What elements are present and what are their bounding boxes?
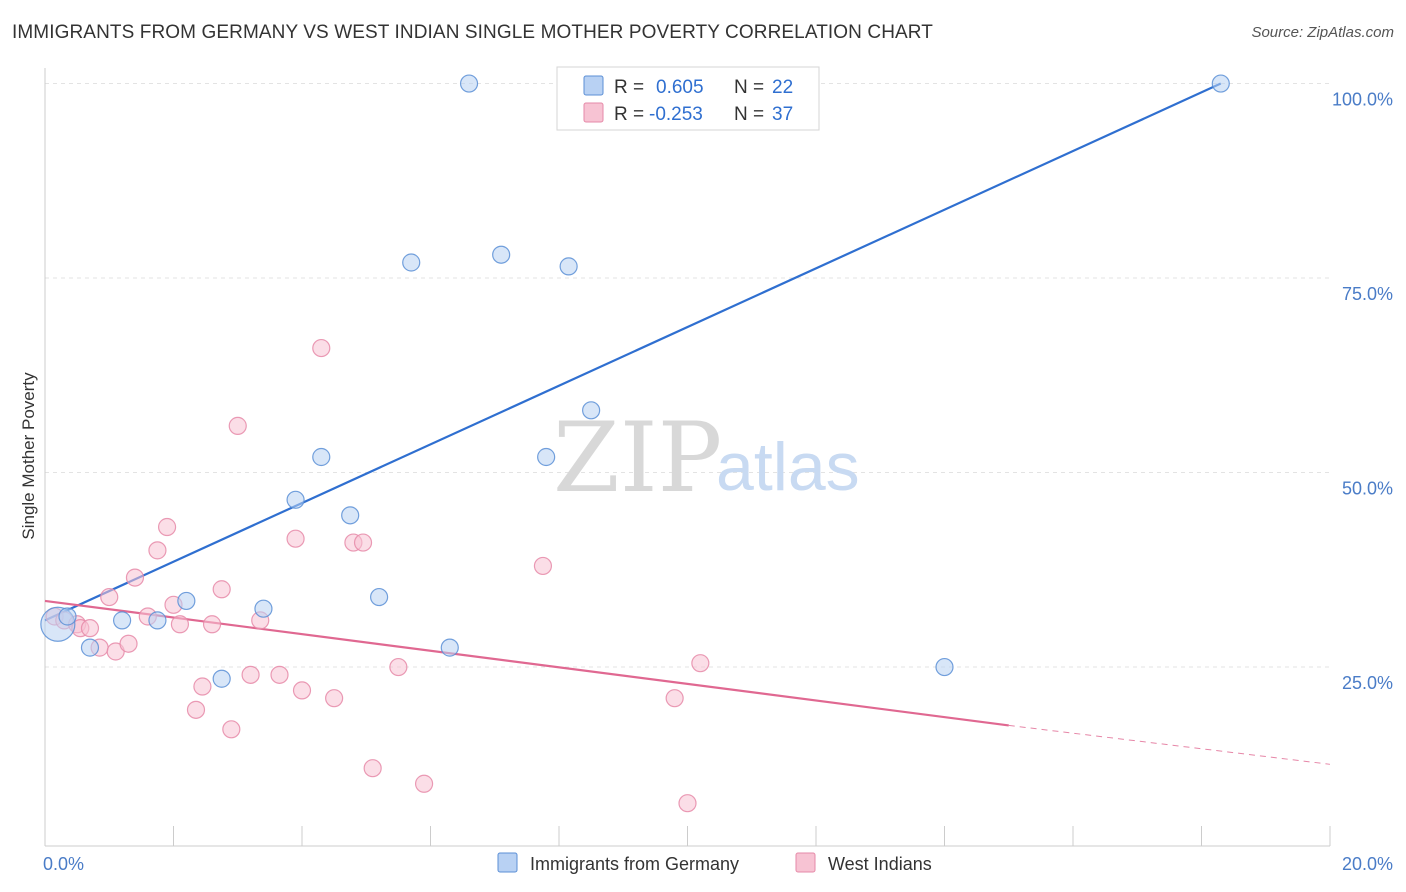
germany-point: [440, 638, 459, 657]
stats-swatch-west-indians: [583, 102, 604, 123]
germany-point: [341, 506, 360, 525]
watermark: ZIP atlas: [553, 402, 860, 514]
west-indians-point: [157, 517, 177, 537]
stats-n-value-west-indians: 37: [772, 104, 793, 125]
y-axis-label: Single Mother Poverty: [19, 372, 38, 540]
x-tick-label: 20.0%: [1342, 854, 1393, 874]
germany-point: [148, 611, 167, 630]
ticks-layer: 25.0% 50.0% 75.0% 100.0% 0.0% 20.0%: [43, 90, 1393, 874]
germany-trend-line: [44, 82, 1222, 622]
west-indians-point: [286, 529, 305, 548]
stats-n-value-germany: 22: [772, 77, 793, 98]
legend-label-west-indians: West Indians: [828, 854, 932, 874]
west-indians-point: [148, 541, 167, 560]
west-indians-point: [325, 689, 344, 708]
west-indians-point: [678, 794, 697, 813]
west-indians-point: [80, 619, 100, 638]
west-indians-point: [212, 580, 231, 599]
west-indians-trend-extension: [1008, 724, 1331, 765]
west-indians-point: [691, 654, 710, 673]
stats-r-value-west-indians: -0.253: [649, 104, 703, 125]
west-indians-point: [100, 587, 119, 607]
west-indians-point: [119, 634, 138, 653]
stats-r-label-germany: R =: [614, 77, 644, 98]
west-indians-point: [228, 416, 247, 435]
germany-point: [177, 591, 196, 611]
germany-point: [286, 490, 305, 509]
west-indians-point: [363, 759, 382, 778]
west-indians-point: [222, 720, 241, 739]
west-indians-point: [533, 556, 553, 576]
germany-point: [492, 245, 511, 264]
stats-legend-box: R = 0.605 N = 22 R = -0.253 N = 37: [556, 66, 820, 131]
germany-point: [112, 611, 132, 630]
west-indians-point: [665, 689, 684, 708]
legend-swatch-germany: [497, 852, 518, 873]
west-indians-point: [312, 338, 331, 358]
bottom-legend: Immigrants from Germany West Indians: [497, 852, 932, 874]
watermark-atlas-text: atlas: [716, 429, 860, 505]
germany-point: [370, 587, 389, 607]
grid-layer: [45, 83, 1330, 668]
germany-point: [212, 669, 231, 688]
germany-point: [312, 447, 331, 467]
germany-point: [254, 599, 273, 618]
germany-point: [582, 401, 601, 420]
x-tick-label: 0.0%: [43, 854, 84, 874]
west-indians-point: [292, 681, 312, 700]
y-tick-label: 25.0%: [1342, 673, 1393, 693]
west-indians-point: [193, 677, 212, 696]
west-indians-point: [353, 533, 373, 552]
west-indians-point: [202, 615, 222, 634]
legend-label-germany: Immigrants from Germany: [530, 854, 739, 874]
y-tick-label: 75.0%: [1342, 284, 1393, 304]
west-indians-point: [186, 700, 206, 719]
germany-point: [402, 253, 421, 272]
germany-point: [537, 447, 556, 467]
stats-swatch-germany: [583, 75, 604, 96]
west-indians-point: [414, 774, 434, 793]
germany-point: [559, 257, 578, 276]
west-indians-point: [125, 568, 145, 587]
germany-point: [58, 607, 77, 626]
west-indians-point: [389, 657, 408, 677]
stats-r-value-germany: 0.605: [656, 77, 704, 98]
germany-point: [459, 74, 479, 93]
legend-swatch-west-indians: [795, 852, 816, 873]
west-indians-point: [270, 665, 289, 684]
west-indians-point: [170, 615, 190, 634]
y-tick-label: 50.0%: [1342, 479, 1393, 499]
chart-source: Source: ZipAtlas.com: [1251, 24, 1394, 41]
west-indians-point: [241, 665, 260, 684]
germany-point: [1211, 74, 1230, 93]
y-tick-label: 100.0%: [1332, 90, 1393, 110]
stats-n-label-germany: N =: [734, 77, 764, 98]
stats-r-label-west-indians: R =: [614, 104, 644, 125]
germany-point: [80, 638, 100, 657]
chart-title: IMMIGRANTS FROM GERMANY VS WEST INDIAN S…: [12, 22, 933, 43]
germany-point: [935, 657, 954, 677]
stats-n-label-west-indians: N =: [734, 104, 764, 125]
watermark-zip-text: ZIP: [553, 402, 722, 514]
